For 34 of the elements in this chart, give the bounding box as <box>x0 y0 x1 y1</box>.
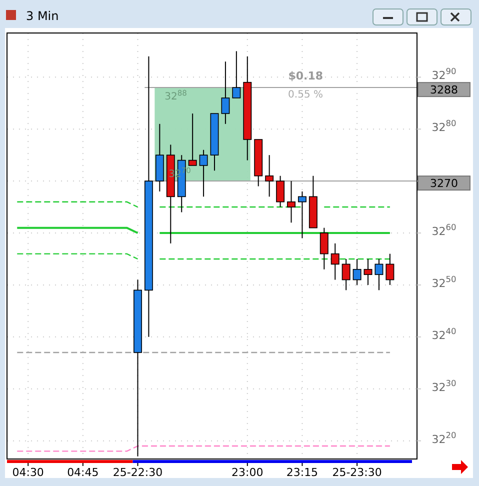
candlestick <box>342 258 350 291</box>
candlestick <box>276 175 285 208</box>
y-tick-label: 32$^{40}$ <box>432 326 456 342</box>
candlestick <box>188 113 197 166</box>
y-tick-label: 32$^{90}$ <box>432 66 456 82</box>
ref-line-label: 3270 <box>430 177 458 190</box>
candlestick <box>352 258 362 286</box>
x-tick-label: 25-22:30 <box>112 466 163 479</box>
candlestick <box>330 242 340 280</box>
y-tick-label: 32$^{50}$ <box>432 274 456 290</box>
candlestick <box>374 258 384 291</box>
chart-title: 3 Min <box>26 9 59 23</box>
candlestick <box>320 227 328 270</box>
y-tick-label: 32$^{20}$ <box>432 430 456 446</box>
x-tick-label: 04:30 <box>12 466 44 479</box>
candlestick <box>265 154 274 198</box>
x-tick-label: 23:00 <box>232 466 264 479</box>
candlestick <box>364 258 372 286</box>
x-tick-label: 23:15 <box>286 466 318 479</box>
y-tick-label: 32$^{30}$ <box>432 378 456 394</box>
annotation: 32$^{88}$ <box>164 88 188 103</box>
x-tick-label: 04:45 <box>67 466 99 479</box>
candlestick <box>232 50 241 98</box>
candlestick <box>199 149 208 198</box>
annotation: 0.55 % <box>288 90 323 101</box>
candlestick <box>386 253 394 286</box>
ref-line-label: 3288 <box>430 84 458 97</box>
candlestick <box>287 180 296 224</box>
y-tick-label: 32$^{80}$ <box>432 118 456 134</box>
candlestick <box>221 61 230 124</box>
annotation: $0.18 <box>288 70 323 83</box>
candlestick <box>298 190 306 239</box>
x-tick-label: 25-23:30 <box>332 466 382 479</box>
y-tick-label: 32$^{60}$ <box>432 222 456 238</box>
